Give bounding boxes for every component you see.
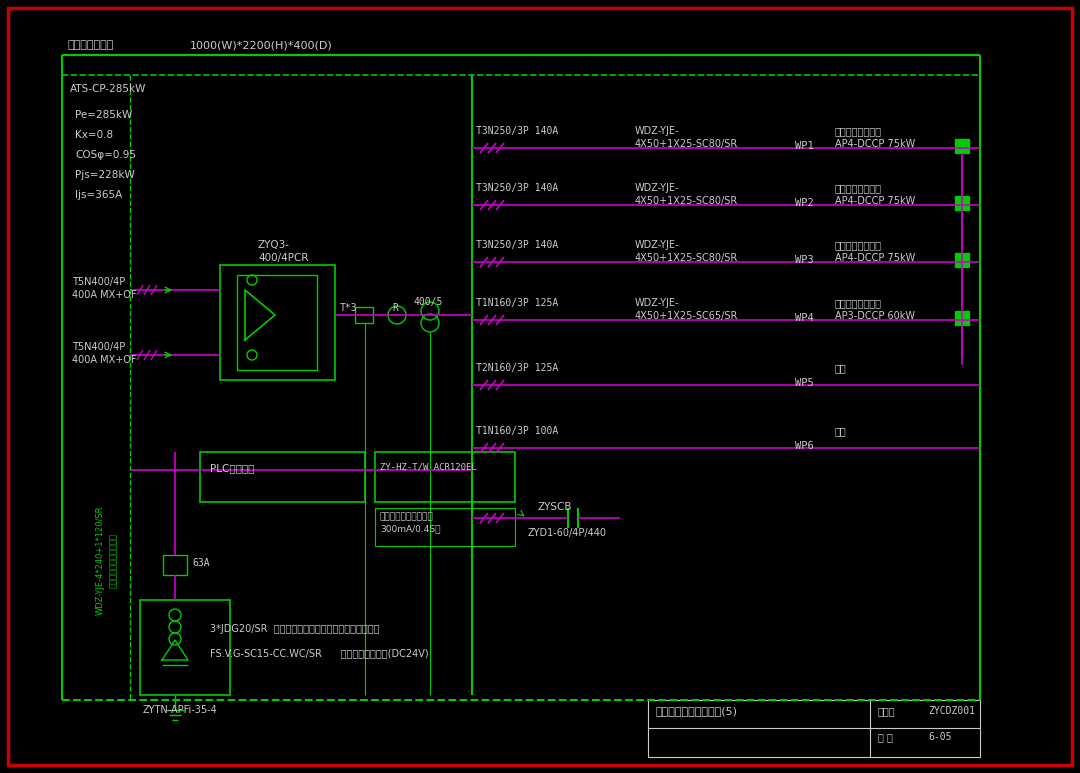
Text: WP1: WP1 (795, 141, 813, 151)
Text: 区域充电桩配电系统图(5): 区域充电桩配电系统图(5) (654, 706, 737, 716)
Text: Kx=0.8: Kx=0.8 (75, 130, 113, 140)
Text: T3N250/3P 140A: T3N250/3P 140A (476, 183, 558, 193)
Text: 300mA/0.4S。: 300mA/0.4S。 (380, 524, 441, 533)
Text: 图集号: 图集号 (878, 706, 895, 716)
Bar (955, 253, 969, 267)
Text: AP3-DCCP 60kW: AP3-DCCP 60kW (835, 311, 915, 321)
Text: ZY-HZ-T/W ACR120EL: ZY-HZ-T/W ACR120EL (380, 463, 476, 472)
Text: ZYD1-60/4P/440: ZYD1-60/4P/440 (528, 528, 607, 538)
Text: 3*JDG20/SR  机电一体、网络仪表、电气火灾预留套管: 3*JDG20/SR 机电一体、网络仪表、电气火灾预留套管 (210, 624, 379, 634)
Text: ZYSCB: ZYSCB (538, 502, 572, 512)
Text: T5N400/4P: T5N400/4P (72, 277, 125, 287)
Text: ZYQ3-: ZYQ3- (258, 240, 291, 250)
Text: 400/4PCR: 400/4PCR (258, 253, 309, 263)
Text: T2N160/3P 125A: T2N160/3P 125A (476, 363, 558, 373)
Text: COSφ=0.95: COSφ=0.95 (75, 150, 136, 160)
Text: ZYTN-APFi-35-4: ZYTN-APFi-35-4 (143, 705, 218, 715)
Text: 400/5: 400/5 (413, 297, 443, 307)
Text: WP6: WP6 (795, 441, 813, 451)
Bar (375, 508, 515, 546)
Text: 直流流充电桩配电: 直流流充电桩配电 (835, 183, 882, 193)
Text: PLC控制模块: PLC控制模块 (210, 463, 255, 473)
Text: T1N160/3P 100A: T1N160/3P 100A (476, 426, 558, 436)
Text: WDZ-YJE-: WDZ-YJE- (635, 298, 679, 308)
Text: 400A MX+OF: 400A MX+OF (72, 290, 136, 300)
Bar (140, 600, 230, 695)
Text: 4X50+1X25-SC80/SR: 4X50+1X25-SC80/SR (635, 196, 739, 206)
Text: 漏电报警电流及时间：: 漏电报警电流及时间： (380, 512, 434, 521)
Text: 由变电所不同母线段引来: 由变电所不同母线段引来 (108, 533, 118, 587)
Text: 直流流充电桩配电: 直流流充电桩配电 (835, 126, 882, 136)
Bar (200, 452, 365, 502)
Text: 6-05: 6-05 (928, 732, 951, 742)
Text: 4X50+1X25-SC65/SR: 4X50+1X25-SC65/SR (635, 311, 739, 321)
Text: WP4: WP4 (795, 313, 813, 323)
Text: 4X50+1X25-SC80/SR: 4X50+1X25-SC80/SR (635, 139, 739, 149)
Bar (237, 275, 318, 370)
Text: AP4-DCCP 75kW: AP4-DCCP 75kW (835, 253, 915, 263)
Text: WDZ-YJE-4*240+1*120/SR: WDZ-YJE-4*240+1*120/SR (95, 506, 105, 615)
Text: Pjs=228kW: Pjs=228kW (75, 170, 135, 180)
Text: WP2: WP2 (795, 198, 813, 208)
Text: 4X50+1X25-SC80/SR: 4X50+1X25-SC80/SR (635, 253, 739, 263)
Bar (163, 555, 187, 575)
Bar (648, 700, 980, 757)
Text: 直流流充电桩配电: 直流流充电桩配电 (835, 298, 882, 308)
Text: 63A: 63A (192, 558, 210, 568)
Text: T3N250/3P 140A: T3N250/3P 140A (476, 240, 558, 250)
Text: WP3: WP3 (795, 255, 813, 265)
Text: T*3: T*3 (340, 303, 357, 313)
Text: T1N160/3P 125A: T1N160/3P 125A (476, 298, 558, 308)
Text: 备用: 备用 (835, 363, 847, 373)
Text: AP4-DCCP 75kW: AP4-DCCP 75kW (835, 196, 915, 206)
Bar (955, 196, 969, 210)
Text: 直流流充电桩配电: 直流流充电桩配电 (835, 240, 882, 250)
Text: 充电桩总配电柜: 充电桩总配电柜 (67, 40, 113, 50)
Text: FS.V.G-SC15-CC.WC/SR      消防控制模块接口(DC24V): FS.V.G-SC15-CC.WC/SR 消防控制模块接口(DC24V) (210, 648, 429, 658)
Bar (355, 307, 373, 323)
Text: T3N250/3P 140A: T3N250/3P 140A (476, 126, 558, 136)
Text: 页 次: 页 次 (878, 732, 893, 742)
Text: 备用: 备用 (835, 426, 847, 436)
Text: ZYCDZ001: ZYCDZ001 (928, 706, 975, 716)
Text: Pe=285kW: Pe=285kW (75, 110, 132, 120)
Text: Ijs=365A: Ijs=365A (75, 190, 122, 200)
Text: WDZ-YJE-: WDZ-YJE- (635, 183, 679, 193)
Text: WP5: WP5 (795, 378, 813, 388)
Text: 1000(W)*2200(H)*400(D): 1000(W)*2200(H)*400(D) (190, 40, 333, 50)
Text: 400A MX+OF: 400A MX+OF (72, 355, 136, 365)
Text: R: R (392, 303, 397, 313)
Bar (955, 311, 969, 325)
Bar (955, 139, 969, 153)
Text: AP4-DCCP 75kW: AP4-DCCP 75kW (835, 139, 915, 149)
Text: ATS-CP-285kW: ATS-CP-285kW (70, 84, 147, 94)
Bar (220, 265, 335, 380)
Text: T5N400/4P: T5N400/4P (72, 342, 125, 352)
Text: WDZ-YJE-: WDZ-YJE- (635, 240, 679, 250)
Text: WDZ-YJE-: WDZ-YJE- (635, 126, 679, 136)
Bar (375, 452, 515, 502)
